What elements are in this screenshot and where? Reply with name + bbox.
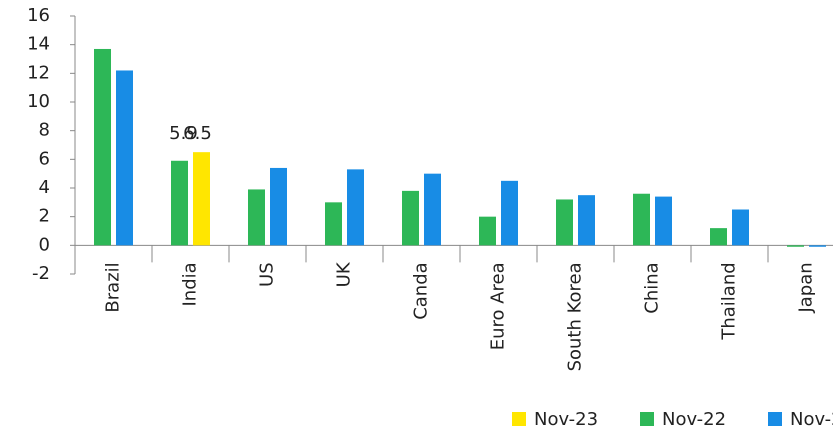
x-tick-label: South Korea: [565, 262, 586, 371]
bar: [501, 180, 518, 246]
bar: [402, 190, 419, 246]
y-tick-label: 14: [27, 34, 50, 55]
bar: [787, 245, 804, 247]
legend-label: Nov-23: [534, 409, 598, 430]
x-tick-label: Euro Area: [488, 262, 509, 350]
bar: [479, 216, 496, 246]
bar: [424, 173, 441, 246]
y-tick-label: -2: [32, 263, 50, 284]
y-tick-label: 0: [39, 234, 50, 255]
bar: [270, 167, 287, 246]
bar: [325, 202, 342, 246]
bar: [193, 152, 210, 246]
legend-label: Nov-22: [662, 409, 726, 430]
y-tick-label: 12: [27, 62, 50, 83]
data-label: 5.9: [169, 123, 198, 144]
y-tick-label: 10: [27, 91, 50, 112]
bar: [633, 193, 650, 246]
x-tick-label: Thailand: [719, 262, 740, 340]
x-tick-label: China: [642, 262, 663, 313]
bar: [556, 199, 573, 246]
y-tick-label: 4: [39, 177, 50, 198]
y-tick-label: 2: [39, 206, 50, 227]
x-tick-label: Canda: [411, 262, 432, 319]
y-tick-label: 8: [39, 120, 50, 141]
bar: [809, 245, 826, 247]
legend-swatch: [768, 412, 782, 426]
x-tick-label: Japan: [796, 262, 817, 313]
x-tick-label: UK: [334, 261, 355, 287]
bar: [171, 160, 188, 246]
x-tick-label: US: [257, 262, 278, 287]
bar: [732, 209, 749, 246]
bar: [248, 189, 265, 246]
bar: [347, 169, 364, 246]
x-tick-label: India: [180, 262, 201, 306]
bar: [116, 70, 133, 246]
legend-swatch: [640, 412, 654, 426]
x-tick-label: Brazil: [103, 262, 124, 312]
y-tick-label: 6: [39, 148, 50, 169]
legend-label: Nov-23: [790, 409, 833, 430]
bar: [578, 195, 595, 246]
bar: [94, 48, 111, 246]
bar: [710, 228, 727, 246]
legend-swatch: [512, 412, 526, 426]
y-tick-label: 16: [27, 5, 50, 26]
data-label: 6.5: [183, 123, 212, 144]
bar: [655, 196, 672, 246]
